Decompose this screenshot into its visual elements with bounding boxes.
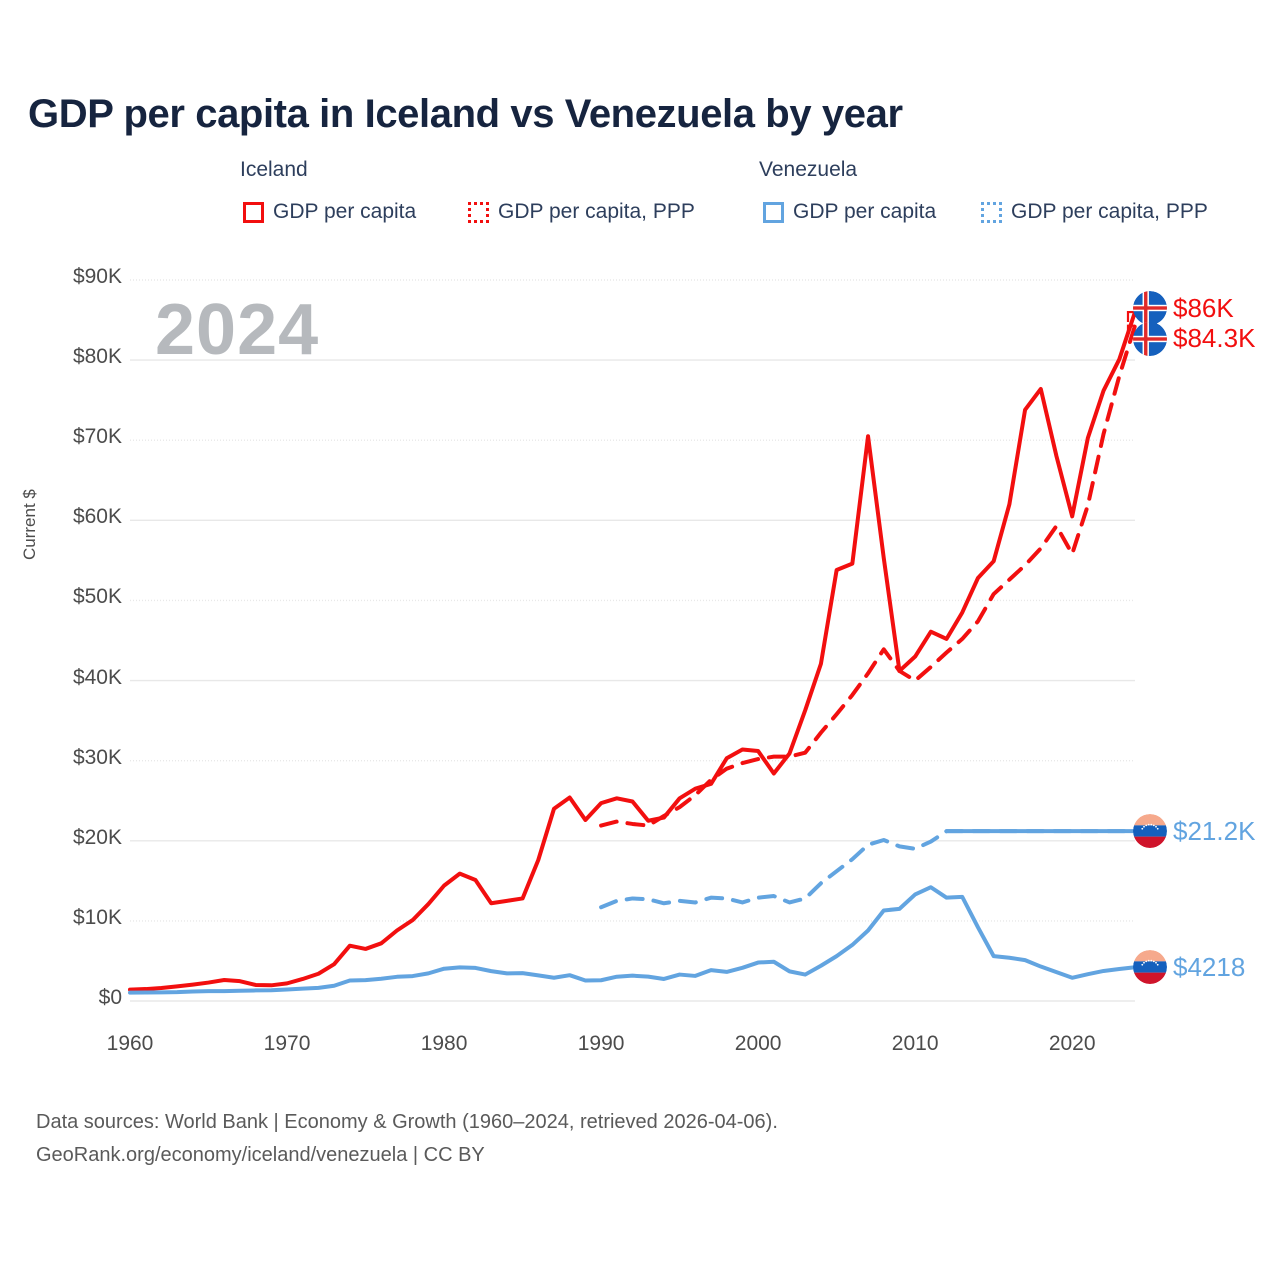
chart-legend: Iceland Venezuela GDP per capita GDP per… bbox=[0, 158, 1280, 238]
venezuela-flag-icon bbox=[1133, 814, 1167, 849]
x-axis-tick-label: 2000 bbox=[734, 1032, 782, 1055]
x-axis-tick-label: 1990 bbox=[577, 1032, 625, 1055]
legend-item-venezuela-gdp[interactable]: GDP per capita bbox=[763, 200, 936, 224]
x-axis-tick-label: 1970 bbox=[263, 1032, 311, 1055]
end-label-venezuela-gdp: $4218 bbox=[1133, 950, 1246, 985]
y-axis-ticks: $0 $10K $20K $30K $40K $50K $60K $70K $80K $90K bbox=[0, 0, 122, 1280]
legend-swatch-dotted-icon bbox=[468, 201, 489, 223]
footer-line-1: Data sources: World Bank | Economy & Gro… bbox=[36, 1111, 778, 1133]
end-label-value: $21.2K bbox=[1173, 815, 1256, 846]
y-axis-tick-label: $50K bbox=[72, 585, 122, 609]
year-watermark: 2024 bbox=[155, 290, 320, 370]
x-axis-tick-label: 1980 bbox=[420, 1032, 468, 1055]
series-line bbox=[128, 885, 1137, 995]
y-axis-tick-label: $60K bbox=[72, 505, 122, 529]
y-axis-tick-label: $80K bbox=[72, 345, 122, 369]
y-axis-tick-label: $40K bbox=[72, 665, 122, 689]
venezuela-flag-badge bbox=[1133, 950, 1167, 985]
legend-item-label: GDP per capita bbox=[273, 200, 417, 223]
page-title: GDP per capita in Iceland vs Venezuela b… bbox=[28, 92, 903, 136]
end-label-value: $4218 bbox=[1173, 951, 1246, 982]
series-line bbox=[599, 829, 1137, 910]
legend-group-iceland: Iceland bbox=[240, 158, 308, 181]
iceland-flag-badge bbox=[1133, 321, 1167, 356]
label-leader-line bbox=[1126, 324, 1135, 334]
iceland-flag-badge bbox=[1133, 291, 1167, 326]
end-label-iceland-gdp: $86K bbox=[1133, 291, 1234, 326]
end-label-venezuela-ppp: $21.2K bbox=[1133, 814, 1256, 849]
venezuela-flag-icon bbox=[1133, 950, 1167, 985]
y-axis-tick-label: $90K bbox=[72, 265, 122, 288]
y-axis-tick-label: $70K bbox=[72, 425, 122, 449]
legend-item-iceland-ppp[interactable]: GDP per capita, PPP bbox=[468, 200, 695, 224]
x-axis-tick-label: 2010 bbox=[891, 1032, 939, 1055]
series-line bbox=[128, 310, 1137, 992]
end-label-value: $84.3K bbox=[1173, 323, 1256, 354]
iceland-flag-icon bbox=[1133, 291, 1167, 326]
footer-line-2: GeoRank.org/economy/iceland/venezuela | … bbox=[36, 1144, 485, 1166]
legend-item-label: GDP per capita, PPP bbox=[1011, 200, 1208, 223]
y-axis-tick-label: $0 bbox=[98, 986, 122, 1009]
legend-group-venezuela: Venezuela bbox=[759, 158, 858, 181]
label-leader-line bbox=[1126, 310, 1135, 323]
end-label-iceland-ppp: $84.3K bbox=[1133, 321, 1256, 356]
x-axis-ticks: 1960 1970 1980 1990 2000 2010 2020 bbox=[0, 1032, 1280, 1068]
iceland-flag-icon bbox=[1133, 321, 1167, 356]
legend-item-iceland-gdp[interactable]: GDP per capita bbox=[243, 200, 416, 224]
legend-item-label: GDP per capita bbox=[793, 200, 937, 223]
y-axis-tick-label: $20K bbox=[72, 825, 122, 849]
x-axis-tick-label: 1960 bbox=[106, 1032, 154, 1055]
y-axis-tick-label: $10K bbox=[72, 905, 122, 929]
legend-item-label: GDP per capita, PPP bbox=[498, 200, 695, 223]
venezuela-flag-badge bbox=[1133, 814, 1167, 849]
footer-attribution: Data sources: World Bank | Economy & Gro… bbox=[36, 1106, 778, 1172]
legend-swatch-solid-icon bbox=[763, 201, 784, 223]
legend-swatch-solid-icon bbox=[243, 201, 264, 223]
series-line bbox=[599, 323, 1137, 828]
end-label-value: $86K bbox=[1173, 292, 1234, 323]
legend-swatch-dotted-icon bbox=[981, 201, 1002, 223]
legend-item-venezuela-ppp[interactable]: GDP per capita, PPP bbox=[981, 200, 1208, 224]
y-axis-tick-label: $30K bbox=[72, 745, 122, 769]
x-axis-tick-label: 2020 bbox=[1048, 1032, 1096, 1055]
